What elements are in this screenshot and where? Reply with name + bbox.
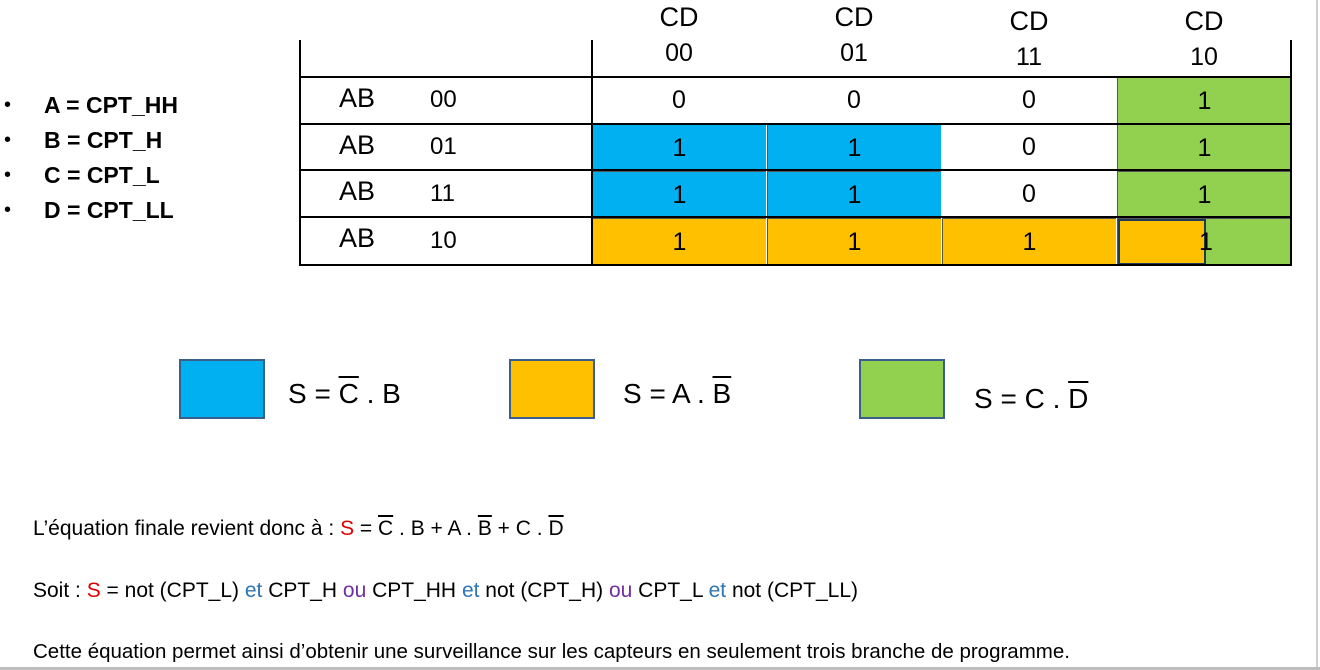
bullet-icon: •	[4, 199, 12, 221]
grid-line	[299, 76, 1291, 78]
column-var: CD	[1184, 6, 1224, 36]
legend-swatch-blue	[179, 359, 265, 419]
variable-text: C = CPT_L	[44, 162, 160, 188]
equation-output: S	[340, 517, 355, 540]
column-code: 01	[840, 39, 868, 67]
bullet-icon: •	[4, 129, 12, 151]
legend-negated-var: D	[1068, 383, 1089, 414]
kmap-cell: 1	[767, 171, 941, 217]
legend-prefix: S = A .	[623, 378, 713, 409]
bullet-icon: •	[4, 164, 12, 186]
bullet-icon: •	[4, 94, 12, 116]
column-header: CD 11	[942, 4, 1116, 74]
column-var: CD	[1009, 6, 1049, 36]
legend-operator: .	[358, 378, 383, 409]
equation-equals: =	[354, 517, 379, 540]
soit-line: Soit : S = not (CPT_L) et CPT_H ou CPT_H…	[33, 579, 858, 603]
legend-negated-var: C	[338, 378, 359, 409]
kmap-cell: 1	[1117, 218, 1291, 265]
variable-item: • A = CPT_HH	[0, 88, 178, 123]
variable-text: B = CPT_H	[44, 127, 163, 153]
grid-line	[299, 123, 1291, 125]
legend-prefix: S =	[288, 378, 339, 409]
kmap-cell-value: 1	[1199, 228, 1213, 256]
legend-prefix: S = C .	[974, 383, 1069, 414]
legend-label-orange: S = A . B	[623, 378, 731, 410]
soit-or: ou	[608, 579, 633, 602]
grid-line	[591, 40, 593, 266]
variable-item: • D = CPT_LL	[0, 193, 178, 228]
soit-and: et	[708, 579, 727, 602]
equation-part: . B + A .	[393, 517, 478, 540]
kmap-cell: 0	[1022, 180, 1036, 208]
soit-text: not (CPT_H)	[479, 579, 609, 602]
equation-negated-b: B	[477, 517, 492, 540]
conclusion-text: Cette équation permet ainsi d’obtenir un…	[33, 640, 1070, 663]
equation-intro: L’équation finale revient donc à :	[33, 517, 341, 540]
row-code: 10	[430, 227, 457, 254]
kmap-cell: 1	[1117, 171, 1291, 217]
grid-line	[299, 216, 1291, 218]
column-var: CD	[834, 2, 874, 32]
row-code: 01	[430, 133, 457, 160]
legend-var: B	[382, 378, 401, 409]
kmap-cell: 1	[767, 124, 941, 170]
soit-or: ou	[342, 579, 367, 602]
equation-negated-d: D	[548, 517, 564, 540]
variable-list: • A = CPT_HH • B = CPT_H • C = CPT_L • D = C…	[0, 88, 178, 228]
kmap-cell: 1	[592, 218, 766, 264]
variable-item: • B = CPT_H	[0, 123, 178, 158]
soit-text: CPT_HH	[366, 579, 462, 602]
legend-label-green: S = C . D	[974, 383, 1088, 415]
soit-text: = not (CPT_L)	[100, 579, 245, 602]
kmap-cell: 1	[1117, 77, 1291, 123]
variable-text: A = CPT_HH	[44, 92, 178, 118]
page-frame-bottom	[0, 667, 1320, 670]
kmap-cell: 1	[767, 218, 941, 264]
page-frame-right	[1316, 0, 1318, 670]
grid-line	[299, 40, 301, 266]
row-var: AB	[339, 223, 376, 253]
column-code: 11	[1016, 43, 1042, 71]
kmap-cell: 1	[592, 124, 766, 170]
kmap-cell: 0	[847, 86, 861, 114]
kmap-cell: 1	[592, 171, 766, 217]
overlap-orange-box	[1118, 219, 1206, 265]
column-header: CD 01	[767, 0, 941, 70]
soit-label: Soit :	[33, 579, 87, 602]
kmap-cell: 0	[672, 86, 686, 114]
legend-label-blue: S = C . B	[288, 378, 401, 410]
soit-text: CPT_H	[262, 579, 343, 602]
column-code: 00	[665, 39, 693, 67]
kmap-cell: 1	[942, 218, 1116, 264]
column-var: CD	[659, 2, 699, 32]
soit-text: CPT_L	[632, 579, 709, 602]
row-var: AB	[339, 83, 376, 113]
kmap-cell: 0	[1022, 133, 1036, 161]
equation-negated-c: C	[378, 517, 394, 540]
row-code: 11	[430, 180, 455, 207]
soit-and: et	[461, 579, 480, 602]
column-header: CD 00	[592, 0, 766, 70]
legend-swatch-orange	[509, 359, 595, 419]
legend-swatch-green	[859, 359, 945, 419]
soit-output: S	[86, 579, 101, 602]
variable-item: • C = CPT_L	[0, 158, 178, 193]
grid-line	[299, 169, 1291, 171]
column-code: 10	[1190, 43, 1218, 71]
grid-line	[299, 264, 1291, 266]
row-code: 00	[430, 86, 457, 113]
kmap-cell: 0	[1022, 86, 1036, 114]
kmap-cell: 1	[1117, 124, 1291, 170]
variable-text: D = CPT_LL	[44, 197, 174, 223]
soit-and: et	[244, 579, 263, 602]
column-header: CD 10	[1117, 4, 1291, 74]
final-equation: L’équation finale revient donc à : S = C…	[33, 517, 564, 541]
grid-line	[1290, 40, 1292, 266]
equation-part: + C .	[491, 517, 549, 540]
legend-negated-var: B	[712, 378, 732, 409]
soit-text: not (CPT_LL)	[726, 579, 858, 602]
row-var: AB	[339, 130, 376, 160]
row-var: AB	[339, 176, 376, 206]
